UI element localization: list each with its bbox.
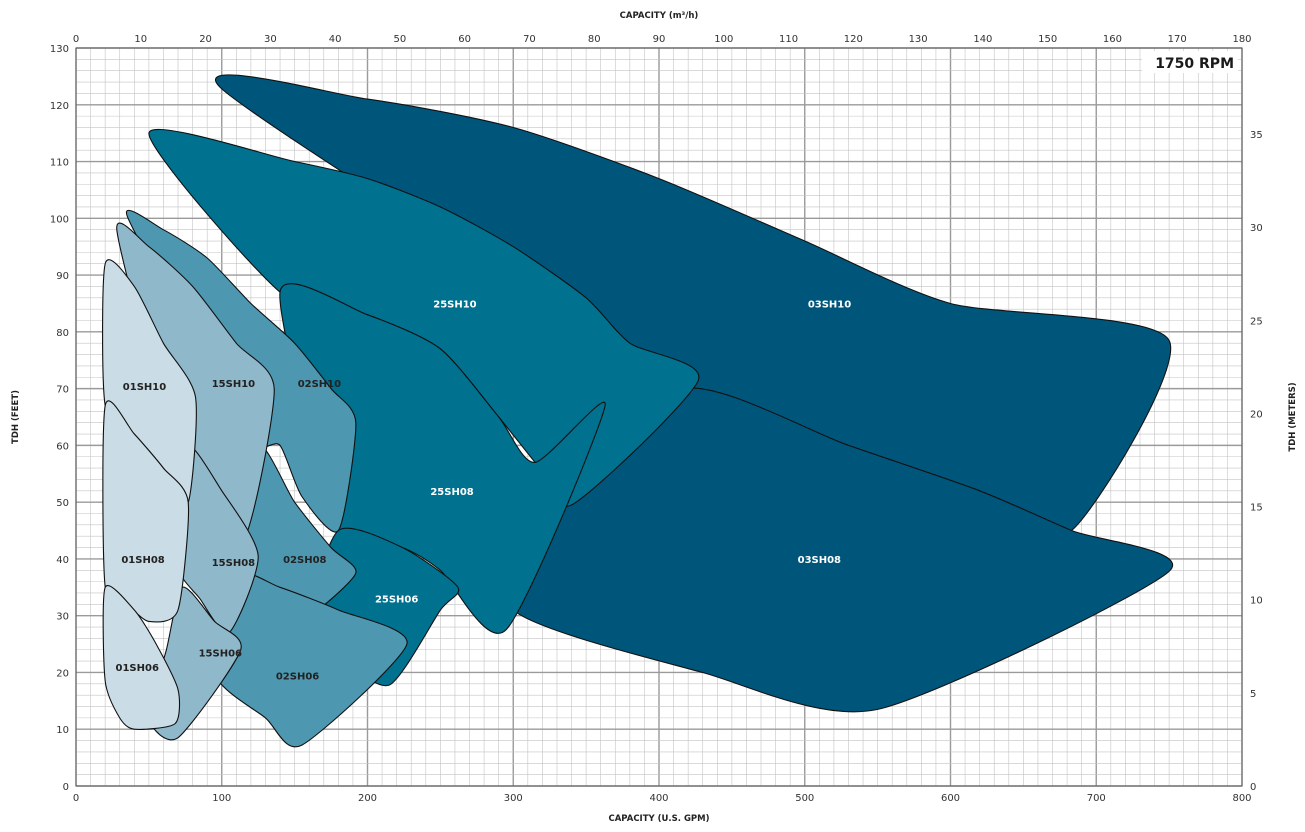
y-axis-left-title: TDH (FEET) (11, 390, 21, 444)
label-03sh08: 03SH08 (798, 555, 841, 566)
series-areas: 03SH10 03SH08 25SH10 25SH08 25SH06 02SH10 02SH… (102, 74, 1173, 748)
rpm-badge-background (1142, 51, 1238, 73)
x-top-tick-label: 60 (458, 34, 471, 45)
x-top-tick-label: 40 (329, 34, 342, 45)
label-25sh10: 25SH10 (433, 299, 476, 310)
x-top-tick-label: 180 (1232, 34, 1251, 45)
x-bottom-tick-label: 400 (649, 793, 668, 804)
y-right-tick-label: 0 (1250, 782, 1256, 793)
x-bottom-tick-label: 200 (358, 793, 377, 804)
x-top-tick-label: 110 (779, 34, 798, 45)
x-bottom-tick-label: 500 (795, 793, 814, 804)
y-left-tick-label: 130 (50, 44, 69, 55)
y-right-tick-label: 5 (1250, 689, 1256, 700)
x-bottom-tick-label: 0 (73, 793, 79, 804)
x-top-tick-label: 30 (264, 34, 277, 45)
y-left-tick-label: 70 (56, 385, 69, 396)
y-right-tick-label: 30 (1250, 223, 1263, 234)
x-top-tick-label: 100 (714, 34, 733, 45)
x-top-tick-label: 80 (588, 34, 601, 45)
x-top-tick-label: 90 (653, 34, 666, 45)
label-15sh06: 15SH06 (199, 649, 242, 660)
x-top-tick-label: 50 (394, 34, 407, 45)
label-01sh06: 01SH06 (116, 663, 159, 674)
label-15sh08: 15SH08 (212, 558, 255, 569)
y-right-tick-label: 20 (1250, 409, 1263, 420)
y-left-tick-label: 0 (63, 782, 69, 793)
label-01sh08: 01SH08 (121, 555, 164, 566)
y-left-tick-label: 50 (56, 498, 69, 509)
y-right-tick-label: 10 (1250, 596, 1263, 607)
area-01sh06 (102, 585, 181, 730)
y-right-tick-label: 35 (1250, 130, 1263, 141)
x-top-tick-label: 170 (1168, 34, 1187, 45)
y-axis-right-title: TDH (METERS) (1288, 382, 1298, 451)
label-15sh10: 15SH10 (212, 379, 255, 390)
y-left-tick-label: 80 (56, 328, 69, 339)
y-right-tick-label: 25 (1250, 316, 1263, 327)
label-25sh08: 25SH08 (430, 487, 473, 498)
x-top-tick-label: 150 (1038, 34, 1057, 45)
y-left-tick-label: 110 (50, 158, 69, 169)
y-right-tick-label: 15 (1250, 503, 1263, 514)
label-02sh08: 02SH08 (283, 555, 326, 566)
x-bottom-tick-label: 100 (212, 793, 231, 804)
label-25sh06: 25SH06 (375, 595, 418, 606)
label-02sh06: 02SH06 (276, 671, 319, 682)
label-03sh10: 03SH10 (808, 299, 851, 310)
y-left-tick-label: 30 (56, 612, 69, 623)
x-bottom-tick-label: 300 (504, 793, 523, 804)
x-top-tick-label: 20 (199, 34, 212, 45)
x-top-tick-label: 10 (134, 34, 147, 45)
label-02sh10: 02SH10 (298, 379, 341, 390)
y-left-tick-label: 100 (50, 214, 69, 225)
x-top-tick-label: 130 (909, 34, 928, 45)
x-top-tick-label: 160 (1103, 34, 1122, 45)
y-left-tick-label: 120 (50, 101, 69, 112)
y-left-tick-label: 40 (56, 555, 69, 566)
x-axis-top-title: CAPACITY (m³/h) (620, 11, 699, 21)
x-bottom-tick-label: 700 (1087, 793, 1106, 804)
x-top-tick-label: 0 (73, 34, 79, 45)
x-top-tick-label: 70 (523, 34, 536, 45)
x-axis-bottom-title: CAPACITY (U.S. GPM) (608, 814, 709, 824)
y-left-tick-label: 20 (56, 668, 69, 679)
label-01sh10: 01SH10 (123, 382, 166, 393)
rpm-badge: 1750 RPM (1155, 56, 1234, 72)
x-bottom-tick-label: 600 (941, 793, 960, 804)
plot-frame (75, 47, 1243, 787)
y-left-tick-label: 10 (56, 725, 69, 736)
x-bottom-tick-label: 800 (1232, 793, 1251, 804)
x-top-tick-label: 140 (973, 34, 992, 45)
x-top-tick-label: 120 (844, 34, 863, 45)
y-left-tick-label: 90 (56, 271, 69, 282)
y-left-tick-label: 60 (56, 441, 69, 452)
